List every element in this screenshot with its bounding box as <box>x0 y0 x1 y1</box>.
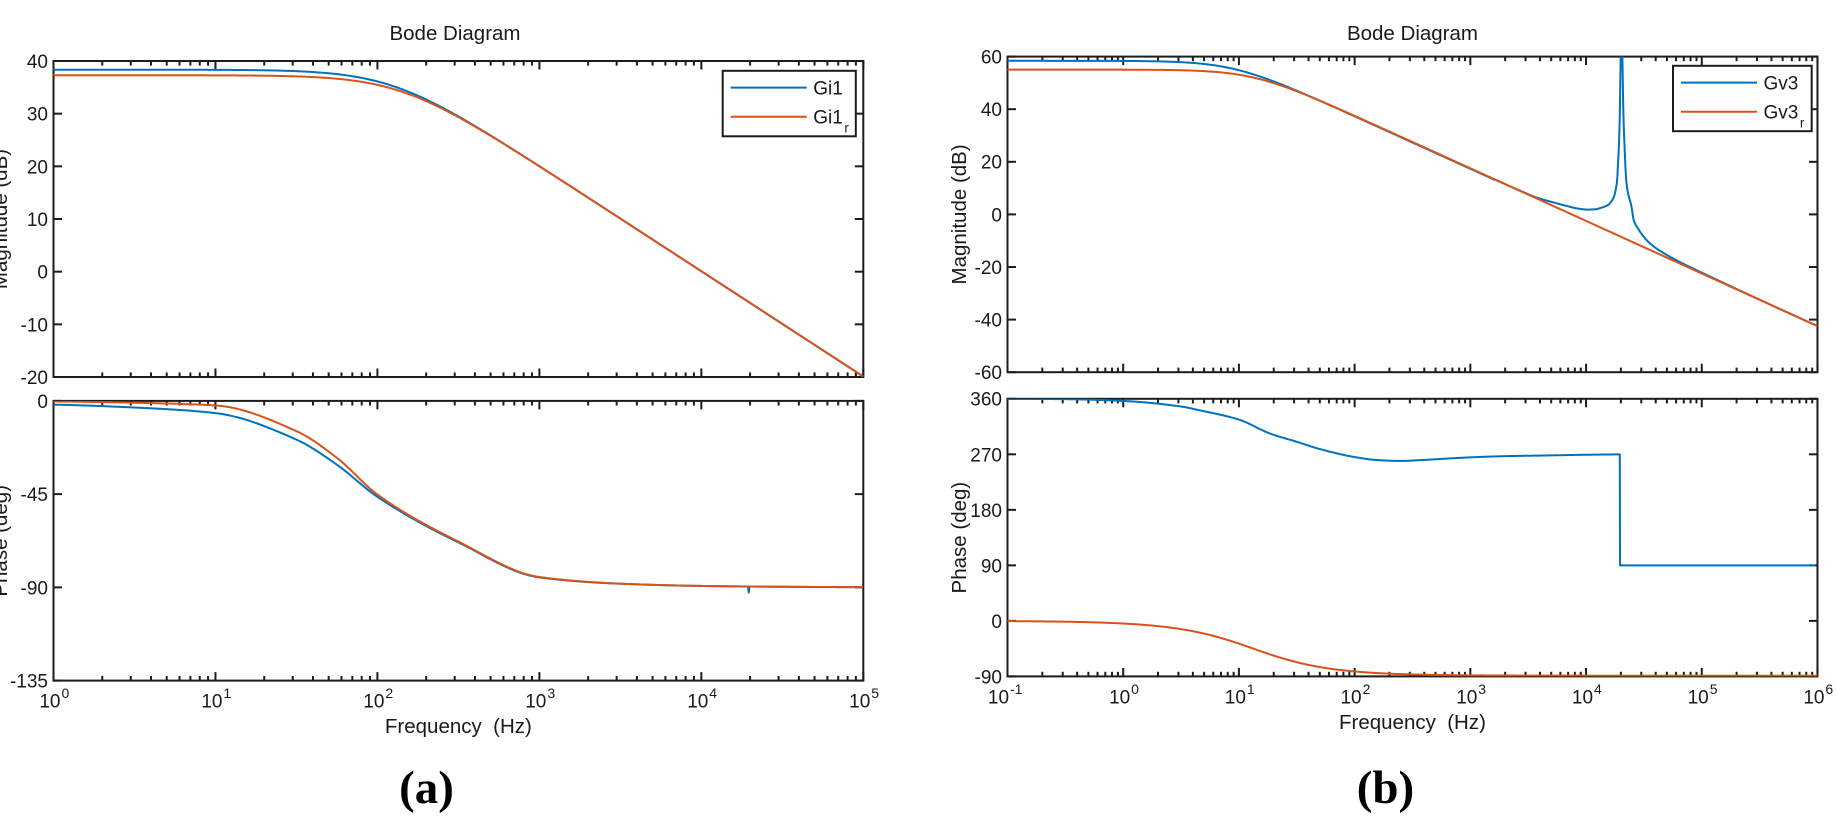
svg-text:0: 0 <box>37 263 48 284</box>
svg-text:-20: -20 <box>21 368 48 389</box>
svg-text:-90: -90 <box>975 667 1002 688</box>
svg-text:10: 10 <box>1456 688 1477 709</box>
svg-text:-45: -45 <box>21 485 48 506</box>
svg-text:Gv3: Gv3 <box>1764 103 1799 124</box>
svg-text:Magnitude (dB): Magnitude (dB) <box>948 144 971 284</box>
svg-text:4: 4 <box>1594 681 1602 697</box>
svg-text:1: 1 <box>1247 681 1255 697</box>
svg-text:0: 0 <box>991 205 1002 226</box>
svg-text:20: 20 <box>27 157 48 178</box>
svg-text:Gi1: Gi1 <box>813 79 843 100</box>
svg-text:4: 4 <box>709 685 717 701</box>
svg-text:270: 270 <box>970 445 1002 466</box>
svg-text:2: 2 <box>1363 681 1371 697</box>
svg-text:5: 5 <box>1710 681 1718 697</box>
svg-text:10: 10 <box>363 692 384 713</box>
svg-text:-135: -135 <box>10 672 48 693</box>
svg-text:0: 0 <box>1131 681 1139 697</box>
svg-text:Gi1: Gi1 <box>813 108 843 129</box>
svg-text:5: 5 <box>871 685 879 701</box>
svg-text:10: 10 <box>27 210 48 231</box>
svg-text:20: 20 <box>981 153 1002 174</box>
svg-text:2: 2 <box>385 685 393 701</box>
svg-text:10: 10 <box>1688 688 1709 709</box>
svg-text:10: 10 <box>1340 688 1361 709</box>
svg-text:60: 60 <box>981 48 1002 69</box>
svg-text:10: 10 <box>1572 688 1593 709</box>
svg-text:10: 10 <box>1803 688 1824 709</box>
svg-text:0: 0 <box>61 685 69 701</box>
svg-text:-20: -20 <box>975 258 1002 279</box>
svg-text:-40: -40 <box>975 311 1002 332</box>
svg-text:10: 10 <box>687 692 708 713</box>
svg-text:6: 6 <box>1825 681 1833 697</box>
svg-text:-10: -10 <box>21 315 48 336</box>
svg-text:Bode Diagram: Bode Diagram <box>389 22 520 45</box>
svg-text:3: 3 <box>1478 681 1486 697</box>
svg-text:Magnitude (dB): Magnitude (dB) <box>0 149 12 289</box>
svg-text:10: 10 <box>849 692 870 713</box>
svg-text:30: 30 <box>27 105 48 126</box>
svg-text:10: 10 <box>988 688 1009 709</box>
svg-text:(b): (b) <box>1357 762 1414 814</box>
svg-text:Frequency (Hz): Frequency (Hz) <box>385 715 532 738</box>
svg-text:r: r <box>844 121 849 136</box>
svg-text:Gv3: Gv3 <box>1764 74 1799 95</box>
svg-text:10: 10 <box>1225 688 1246 709</box>
svg-text:-60: -60 <box>975 363 1002 384</box>
svg-text:3: 3 <box>547 685 555 701</box>
svg-text:360: 360 <box>970 390 1002 411</box>
svg-text:(a): (a) <box>399 762 454 814</box>
svg-text:90: 90 <box>981 556 1002 577</box>
svg-text:40: 40 <box>981 100 1002 121</box>
svg-text:Phase (deg): Phase (deg) <box>0 485 12 597</box>
svg-text:r: r <box>1800 116 1805 131</box>
svg-text:0: 0 <box>991 612 1002 633</box>
svg-text:40: 40 <box>27 52 48 73</box>
svg-text:-90: -90 <box>21 578 48 599</box>
svg-text:180: 180 <box>970 501 1002 522</box>
svg-text:Phase (deg): Phase (deg) <box>948 482 971 594</box>
svg-text:1: 1 <box>223 685 231 701</box>
svg-text:10: 10 <box>39 692 60 713</box>
svg-text:Bode Diagram: Bode Diagram <box>1347 22 1478 45</box>
svg-text:10: 10 <box>1109 688 1130 709</box>
svg-text:-1: -1 <box>1010 681 1023 697</box>
svg-text:10: 10 <box>525 692 546 713</box>
svg-text:Frequency (Hz): Frequency (Hz) <box>1339 711 1486 734</box>
svg-text:10: 10 <box>201 692 222 713</box>
svg-text:0: 0 <box>37 392 48 413</box>
